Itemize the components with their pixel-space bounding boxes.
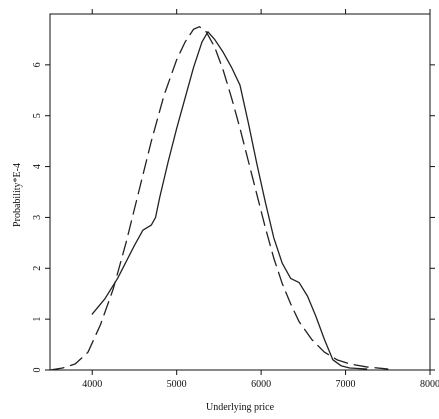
x-tick-label: 6000 [251,379,271,390]
x-axis-ticks: 4000 5000 6000 7000 8000 [82,9,439,390]
x-tick-label: 7000 [336,379,356,390]
dashed-density-line [49,26,389,371]
y-tick-label: 2 [32,266,43,271]
x-axis-label: Underlying price [206,402,275,413]
y-axis-label: Probability*E-4 [12,163,23,227]
y-tick-label: 6 [32,62,43,67]
y-axis-ticks: 0 1 2 3 4 5 6 [32,62,435,373]
y-tick-label: 0 [32,368,43,373]
solid-density-line [91,31,368,370]
x-tick-label: 5000 [167,379,187,390]
x-tick-label: 4000 [82,379,102,390]
y-tick-label: 5 [32,113,43,118]
y-tick-label: 4 [32,164,43,169]
series-layer [49,26,389,371]
y-tick-label: 1 [32,317,43,322]
x-tick-label: 8000 [420,379,439,390]
plot-frame [49,13,431,371]
y-tick-label: 3 [32,215,43,220]
